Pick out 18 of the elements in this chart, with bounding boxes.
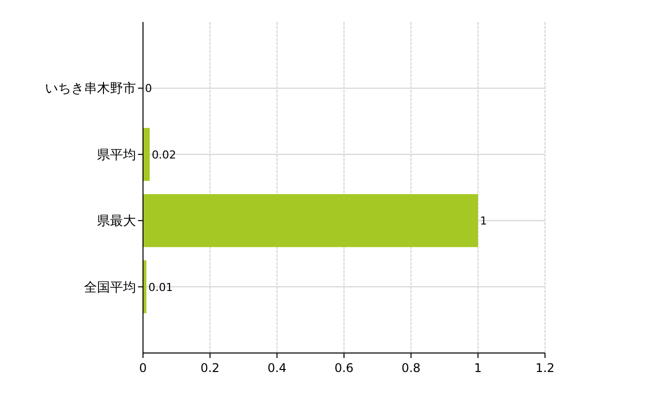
x-tick-label: 0: [139, 361, 147, 375]
data-label: 0.02: [152, 148, 176, 162]
x-tick-label: 0.6: [334, 361, 354, 375]
y-tick-label: 県最大: [97, 214, 136, 230]
bar: [143, 194, 478, 248]
data-label: 1: [480, 214, 487, 228]
x-tick-label: 0.4: [267, 361, 287, 375]
data-label: 0.01: [148, 280, 173, 294]
x-tick-label: 0.8: [401, 361, 421, 375]
x-tick-label: 0.2: [200, 361, 220, 375]
x-tick-label: 1.2: [535, 361, 555, 375]
y-tick-label: いちき串木野市: [45, 82, 136, 97]
x-tick-label: 1: [474, 361, 482, 375]
y-tick-label: 全国平均: [84, 280, 136, 296]
bar: [143, 260, 146, 314]
y-tick-label: 県平均: [97, 148, 136, 163]
bar: [143, 128, 150, 181]
data-label: 0: [145, 82, 152, 96]
